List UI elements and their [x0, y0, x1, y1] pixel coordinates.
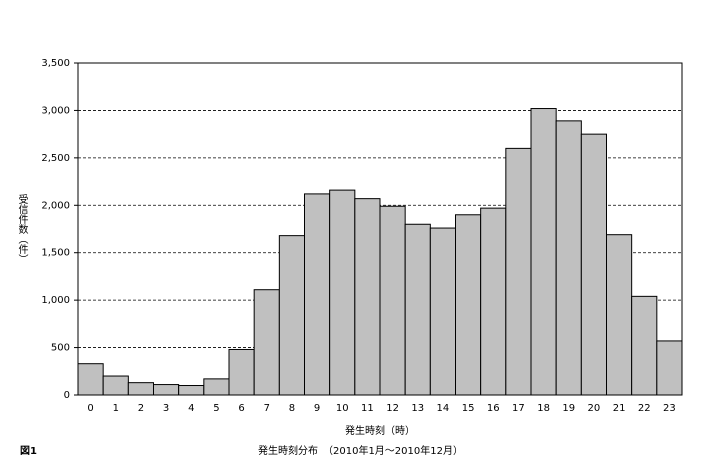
- y-tick-label: 3,500: [41, 58, 70, 69]
- x-axis-label: 発生時刻（時）: [345, 424, 415, 437]
- x-tick-label: 21: [613, 403, 626, 414]
- figure-label: 図1: [20, 445, 37, 457]
- x-tick-label: 9: [314, 403, 320, 414]
- x-tick-label: 6: [238, 403, 244, 414]
- bar: [455, 214, 482, 396]
- bar: [102, 375, 129, 396]
- y-tick-label: 0: [64, 390, 70, 401]
- x-tick-label: 17: [512, 403, 525, 414]
- bar: [555, 120, 582, 396]
- bar: [228, 348, 255, 396]
- bar: [631, 295, 658, 396]
- x-tick-label: 22: [638, 403, 651, 414]
- x-tick-label: 8: [289, 403, 295, 414]
- bar: [480, 207, 507, 396]
- bar: [429, 227, 457, 396]
- y-axis-label: 受信件数（件）: [16, 194, 28, 264]
- bar: [304, 193, 331, 396]
- bar: [203, 378, 230, 396]
- y-tick-label: 500: [51, 343, 70, 354]
- bar: [127, 382, 154, 396]
- x-tick-label: 14: [437, 403, 450, 414]
- bar: [253, 289, 280, 396]
- x-tick-label: 12: [386, 403, 399, 414]
- x-tick-label: 16: [487, 403, 500, 414]
- x-tick-label: 2: [138, 403, 144, 414]
- y-tick-label: 2,500: [41, 153, 70, 164]
- x-tick-label: 1: [113, 403, 119, 414]
- x-tick-label: 7: [264, 403, 270, 414]
- bar: [606, 234, 633, 396]
- x-tick-label: 13: [411, 403, 424, 414]
- bar: [354, 198, 381, 396]
- x-tick-label: 23: [663, 403, 676, 414]
- x-tick-label: 5: [213, 403, 219, 414]
- plot-frame: [77, 62, 683, 396]
- bar: [656, 340, 683, 396]
- bar: [153, 384, 180, 396]
- x-tick-label: 4: [188, 403, 194, 414]
- y-tick-label: 2,000: [41, 200, 70, 211]
- bar: [77, 363, 104, 396]
- y-tick-label: 3,000: [41, 105, 70, 116]
- x-tick-label: 15: [462, 403, 475, 414]
- x-tick-label: 20: [588, 403, 601, 414]
- x-tick-label: 11: [361, 403, 374, 414]
- x-tick-label: 3: [163, 403, 169, 414]
- chart-title: 発生時刻分布 （2010年1月～2010年12月）: [258, 444, 463, 457]
- bar: [178, 385, 205, 396]
- y-tick-label: 1,500: [41, 248, 70, 259]
- x-tick-label: 10: [336, 403, 349, 414]
- bar: [404, 223, 431, 396]
- bar: [278, 235, 306, 396]
- y-tick-label: 1,000: [41, 295, 70, 306]
- bar: [329, 189, 356, 396]
- bar: [379, 205, 406, 396]
- x-tick-label: 19: [562, 403, 575, 414]
- bar: [505, 147, 532, 396]
- bar: [580, 133, 607, 396]
- bar: [530, 108, 557, 396]
- x-tick-label: 0: [87, 403, 93, 414]
- x-tick-label: 18: [537, 403, 550, 414]
